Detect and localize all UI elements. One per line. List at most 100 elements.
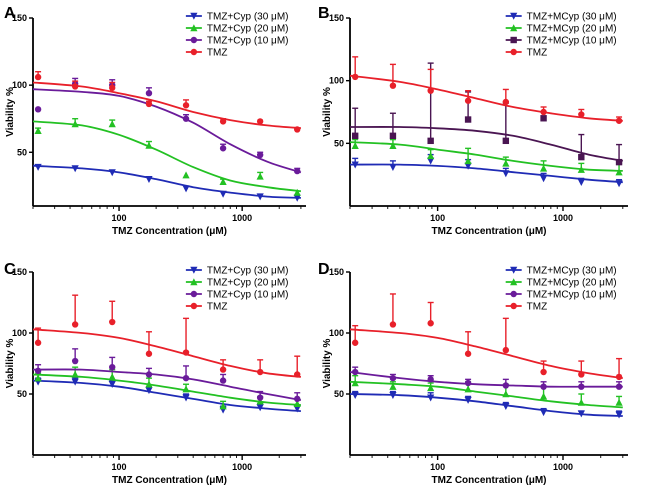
data-point: [464, 396, 472, 404]
series-0: [349, 153, 623, 188]
series-0: [32, 163, 301, 202]
legend-label: TMZ: [207, 48, 228, 59]
y-tick-label: 150: [12, 267, 27, 277]
data-point: [34, 367, 42, 375]
data-point: [182, 349, 190, 356]
data-point: [219, 366, 227, 373]
data-point: [502, 137, 510, 145]
x-tick-label: 1000: [232, 213, 252, 223]
data-point: [615, 117, 623, 124]
data-point: [108, 373, 116, 381]
legend-label: TMZ+MCyp (20 μM): [527, 278, 617, 289]
panel-letter-c: C: [4, 261, 16, 278]
data-point: [389, 392, 397, 400]
data-point: [293, 405, 301, 413]
data-point: [34, 339, 42, 346]
data-point: [427, 152, 435, 160]
y-axis-title: Viability %: [5, 87, 16, 137]
x-tick-label: 1000: [553, 213, 573, 223]
series-1: [349, 375, 623, 409]
data-point: [615, 411, 623, 419]
data-point: [71, 370, 79, 378]
data-point: [71, 120, 79, 128]
data-point: [615, 180, 623, 188]
y-axis-title: Viability %: [322, 338, 333, 388]
y-tick-label: 150: [329, 13, 344, 23]
data-point: [615, 168, 623, 176]
data-point: [427, 376, 434, 383]
data-point: [351, 339, 359, 346]
x-tick-label: 1000: [232, 462, 252, 472]
x-axis-title: TMZ Concentration (μM): [112, 226, 227, 237]
data-point: [145, 90, 153, 97]
data-point: [389, 321, 397, 328]
data-point: [502, 403, 510, 410]
legend-marker: [510, 48, 517, 56]
x-axis-title: TMZ Concentration (μM): [432, 226, 547, 237]
data-point: [34, 106, 42, 113]
legend-label: TMZ: [527, 302, 548, 313]
data-point: [182, 374, 190, 382]
legend-marker: [190, 266, 198, 274]
data-point: [71, 357, 79, 365]
data-point: [389, 163, 397, 171]
data-point: [182, 394, 190, 402]
data-point: [182, 171, 190, 179]
data-point: [351, 379, 359, 387]
data-point: [502, 346, 510, 354]
y-tick-label: 50: [17, 389, 27, 399]
x-tick-label: 100: [430, 462, 445, 472]
legend-marker: [510, 266, 518, 274]
legend-label: TMZ+MCyp (10 μM): [527, 290, 617, 301]
legend-marker: [510, 24, 518, 32]
data-point: [615, 373, 623, 381]
y-tick-label: 100: [329, 328, 344, 338]
data-point: [539, 175, 548, 183]
legend-label: TMZ+Cyp (10 μM): [207, 290, 289, 301]
data-point: [351, 161, 359, 169]
data-point: [108, 381, 116, 389]
legend-label: TMZ+Cyp (30 μM): [207, 266, 289, 277]
legend-marker: [190, 48, 198, 56]
series-0: [349, 390, 623, 419]
data-point: [351, 392, 359, 400]
data-point: [464, 385, 472, 393]
data-point: [109, 363, 116, 371]
data-point: [539, 409, 548, 417]
data-point: [293, 194, 301, 202]
y-tick-label: 50: [334, 138, 344, 148]
data-point: [219, 377, 227, 384]
data-point: [389, 382, 397, 390]
data-point: [577, 398, 585, 406]
data-point: [256, 193, 264, 201]
data-point: [145, 371, 153, 378]
legend-marker: [510, 290, 517, 298]
data-point: [256, 397, 264, 405]
data-point: [577, 178, 585, 186]
data-point: [34, 374, 42, 382]
data-point: [351, 368, 359, 376]
data-point: [219, 118, 227, 125]
legend-label: TMZ+Cyp (20 μM): [207, 24, 289, 35]
data-point: [256, 404, 264, 412]
fit-curve: [32, 164, 301, 199]
fit-curve: [32, 88, 302, 174]
data-point: [464, 97, 472, 104]
legend-marker: [190, 290, 198, 298]
fit-curve: [349, 141, 623, 172]
legend-marker: [190, 278, 198, 286]
fit-curve: [32, 120, 301, 193]
data-point: [464, 350, 472, 357]
data-point: [256, 394, 264, 401]
series-3: [32, 294, 301, 378]
legend-label: TMZ: [207, 302, 228, 313]
fit-curve: [349, 163, 623, 184]
data-point: [71, 321, 79, 328]
chart-panel-d: D 50 100 150 100 1000 TMZ Concentration (μM) Vi…: [318, 261, 628, 486]
y-axis-title: Viability %: [322, 87, 333, 137]
data-point: [256, 368, 264, 376]
data-point: [578, 383, 585, 390]
data-point: [540, 108, 547, 116]
data-point: [71, 165, 79, 173]
legend-label: TMZ: [527, 48, 548, 59]
